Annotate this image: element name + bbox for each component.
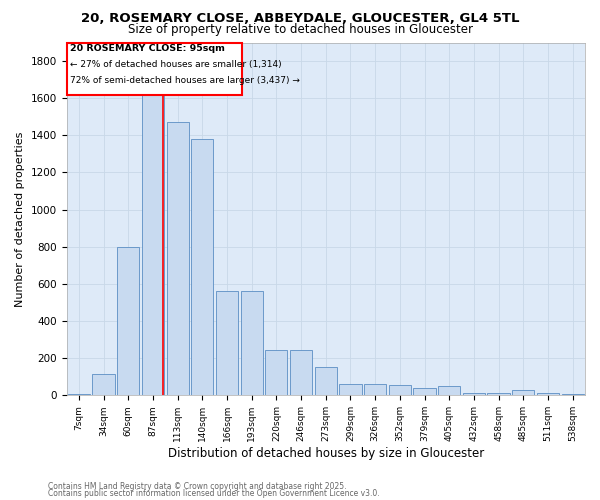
Bar [67,42,242,96]
Text: 20 ROSEMARY CLOSE: 95sqm: 20 ROSEMARY CLOSE: 95sqm [70,44,225,54]
Bar [241,292,263,396]
Bar [117,247,139,396]
Bar [92,374,115,396]
Y-axis label: Number of detached properties: Number of detached properties [15,131,25,306]
Text: ← 27% of detached houses are smaller (1,314): ← 27% of detached houses are smaller (1,… [70,60,281,69]
Bar [68,394,90,396]
Bar [562,394,584,396]
X-axis label: Distribution of detached houses by size in Gloucester: Distribution of detached houses by size … [167,447,484,460]
Bar [512,390,535,396]
Bar [364,384,386,396]
Bar [389,385,411,396]
Bar [142,42,164,396]
Bar [413,388,436,396]
Text: 72% of semi-detached houses are larger (3,437) →: 72% of semi-detached houses are larger (… [70,76,300,84]
Bar [463,394,485,396]
Bar [265,350,287,396]
Bar [340,384,362,396]
Bar [216,292,238,396]
Text: Contains public sector information licensed under the Open Government Licence v3: Contains public sector information licen… [48,489,380,498]
Bar [487,394,509,396]
Bar [438,386,460,396]
Bar [290,350,312,396]
Bar [167,122,189,396]
Bar [191,139,214,396]
Bar [537,394,559,396]
Text: Contains HM Land Registry data © Crown copyright and database right 2025.: Contains HM Land Registry data © Crown c… [48,482,347,491]
Bar [314,366,337,396]
Text: 20, ROSEMARY CLOSE, ABBEYDALE, GLOUCESTER, GL4 5TL: 20, ROSEMARY CLOSE, ABBEYDALE, GLOUCESTE… [81,12,519,26]
Text: Size of property relative to detached houses in Gloucester: Size of property relative to detached ho… [128,22,473,36]
